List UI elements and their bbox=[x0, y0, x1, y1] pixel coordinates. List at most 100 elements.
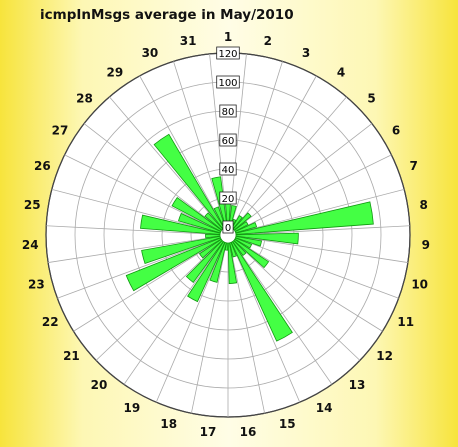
grid-spoke bbox=[48, 235, 221, 263]
grid-spoke bbox=[173, 61, 226, 228]
category-label: 19 bbox=[124, 401, 141, 415]
bar-23 bbox=[141, 235, 221, 264]
bar-15 bbox=[229, 241, 237, 258]
bar-6 bbox=[233, 221, 249, 232]
grid-spoke bbox=[234, 238, 383, 332]
grid-spoke bbox=[64, 154, 221, 232]
category-label: 27 bbox=[52, 123, 69, 137]
bar-7 bbox=[234, 222, 258, 234]
tick-label: 20 bbox=[222, 194, 235, 205]
category-label: 17 bbox=[200, 425, 217, 439]
chart-title: icmpInMsgs average in May/2010 bbox=[40, 7, 294, 23]
bar-28 bbox=[204, 212, 224, 231]
tick-box bbox=[219, 191, 237, 205]
tick-box bbox=[222, 220, 234, 234]
grid-spoke bbox=[109, 96, 224, 230]
category-label: 23 bbox=[28, 278, 45, 292]
grid-spoke bbox=[57, 237, 221, 299]
category-label: 24 bbox=[22, 238, 39, 252]
grid-spoke bbox=[235, 154, 392, 232]
category-label: 21 bbox=[63, 349, 80, 363]
tick-label: 120 bbox=[218, 49, 237, 60]
tick-box bbox=[216, 46, 240, 60]
grid-spoke bbox=[139, 75, 225, 229]
bar-16 bbox=[227, 242, 238, 284]
bar-20 bbox=[185, 240, 224, 283]
grid-spoke bbox=[235, 225, 410, 235]
tick-box bbox=[219, 104, 237, 118]
bar-22 bbox=[125, 237, 222, 292]
category-label: 8 bbox=[420, 198, 428, 212]
bar-19 bbox=[187, 241, 226, 303]
category-label: 4 bbox=[337, 65, 345, 79]
tick-box bbox=[219, 133, 237, 147]
grid-spoke bbox=[232, 241, 333, 385]
grid-spoke bbox=[83, 123, 222, 231]
category-label: 13 bbox=[349, 378, 366, 392]
category-label: 26 bbox=[34, 159, 51, 173]
bar-17 bbox=[224, 242, 229, 251]
grid-spoke bbox=[190, 242, 227, 414]
category-label: 5 bbox=[367, 92, 375, 106]
bar-14 bbox=[230, 241, 293, 342]
bar-12 bbox=[233, 238, 270, 269]
bar-21 bbox=[198, 238, 223, 259]
bar-8 bbox=[235, 201, 374, 235]
grid-spoke bbox=[230, 242, 301, 403]
category-label: 14 bbox=[316, 401, 333, 415]
category-label: 20 bbox=[91, 378, 108, 392]
category-label: 1 bbox=[224, 30, 232, 44]
bar-25 bbox=[140, 214, 221, 235]
grid-spoke bbox=[73, 238, 222, 332]
category-label: 9 bbox=[422, 238, 430, 252]
tick-label: 60 bbox=[222, 136, 235, 147]
category-label: 7 bbox=[409, 159, 417, 173]
grid-spoke bbox=[235, 235, 408, 263]
tick-label: 40 bbox=[222, 165, 235, 176]
bar-11 bbox=[234, 237, 253, 249]
tick-label: 0 bbox=[225, 223, 231, 234]
grid-spoke bbox=[95, 240, 223, 361]
grid-spoke bbox=[235, 237, 399, 299]
bar-5 bbox=[232, 212, 252, 231]
category-label: 16 bbox=[240, 425, 257, 439]
grid-spoke bbox=[51, 188, 221, 234]
category-label: 28 bbox=[76, 92, 93, 106]
category-label: 15 bbox=[279, 417, 296, 431]
bar-18 bbox=[209, 241, 227, 283]
bar-13 bbox=[232, 240, 247, 257]
tick-box bbox=[216, 75, 240, 89]
grid-spoke bbox=[234, 123, 373, 231]
category-label: 6 bbox=[392, 123, 400, 137]
bar-27 bbox=[171, 197, 223, 232]
grid-spoke bbox=[232, 96, 347, 230]
bar-24 bbox=[205, 233, 221, 239]
category-label: 31 bbox=[180, 34, 197, 48]
bar-26 bbox=[177, 212, 222, 234]
category-label: 10 bbox=[411, 278, 428, 292]
grid-spoke bbox=[235, 188, 405, 234]
category-label: 25 bbox=[24, 198, 41, 212]
tick-label: 80 bbox=[222, 107, 235, 118]
category-label: 29 bbox=[107, 65, 124, 79]
category-label: 2 bbox=[264, 34, 272, 48]
category-label: 30 bbox=[142, 46, 159, 60]
category-label: 18 bbox=[160, 417, 177, 431]
grid-spoke bbox=[231, 75, 317, 229]
bar-10 bbox=[235, 235, 263, 247]
grid-spoke bbox=[123, 241, 224, 385]
tick-box bbox=[219, 162, 237, 176]
radial-tick-labels: 0 20 40 60 80 100 120 bbox=[216, 46, 240, 234]
grid-spoke bbox=[155, 242, 226, 403]
category-label: 3 bbox=[302, 46, 310, 60]
bar-9 bbox=[235, 232, 299, 245]
grid-spoke bbox=[229, 242, 266, 414]
category-labels: 1 234567891011121314151617181920212223242… bbox=[22, 30, 430, 439]
category-label: 11 bbox=[397, 315, 414, 329]
category-label: 12 bbox=[376, 349, 393, 363]
category-label: 22 bbox=[42, 315, 59, 329]
grid-spoke bbox=[46, 225, 221, 235]
grid-spoke bbox=[230, 61, 283, 228]
